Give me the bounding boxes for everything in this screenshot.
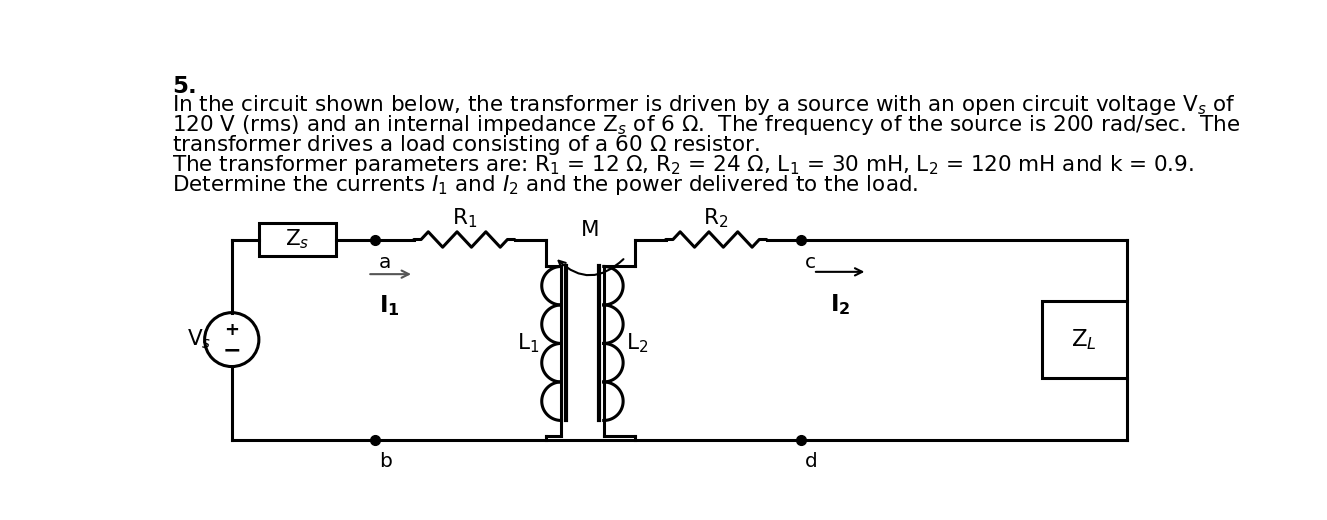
FancyArrowPatch shape xyxy=(370,270,409,278)
Text: $\mathbf{I_1}$: $\mathbf{I_1}$ xyxy=(378,293,399,318)
Text: b: b xyxy=(380,452,391,471)
Text: Determine the currents $I_1$ and $I_2$ and the power delivered to the load.: Determine the currents $I_1$ and $I_2$ a… xyxy=(173,173,918,197)
Text: 5.: 5. xyxy=(173,75,196,98)
Text: Z$_L$: Z$_L$ xyxy=(1071,327,1097,352)
FancyBboxPatch shape xyxy=(1042,301,1127,378)
Text: M: M xyxy=(581,220,600,240)
Text: L$_1$: L$_1$ xyxy=(516,332,539,355)
FancyBboxPatch shape xyxy=(259,223,336,256)
Text: d: d xyxy=(805,452,817,471)
Text: In the circuit shown below, the transformer is driven by a source with an open c: In the circuit shown below, the transfor… xyxy=(173,93,1235,117)
Text: L$_2$: L$_2$ xyxy=(626,332,648,355)
FancyArrowPatch shape xyxy=(816,268,863,276)
Text: V$_s$: V$_s$ xyxy=(187,328,211,352)
Text: Z$_s$: Z$_s$ xyxy=(285,228,309,251)
Text: transformer drives a load consisting of a 60 $\Omega$ resistor.: transformer drives a load consisting of … xyxy=(173,133,760,157)
Text: c: c xyxy=(805,253,816,272)
Text: 120 V (rms) and an internal impedance Z$_s$ of 6 $\Omega$.  The frequency of the: 120 V (rms) and an internal impedance Z$… xyxy=(173,113,1241,137)
Text: −: − xyxy=(223,341,242,360)
Text: The transformer parameters are: R$_1$ = 12 $\Omega$, R$_2$ = 24 $\Omega$, L$_1$ : The transformer parameters are: R$_1$ = … xyxy=(173,153,1194,177)
Text: R$_2$: R$_2$ xyxy=(703,206,729,230)
Text: R$_1$: R$_1$ xyxy=(451,206,476,230)
Text: a: a xyxy=(380,253,391,272)
FancyArrowPatch shape xyxy=(559,259,624,275)
Text: +: + xyxy=(224,321,239,340)
Text: $\mathbf{I_2}$: $\mathbf{I_2}$ xyxy=(829,292,851,317)
